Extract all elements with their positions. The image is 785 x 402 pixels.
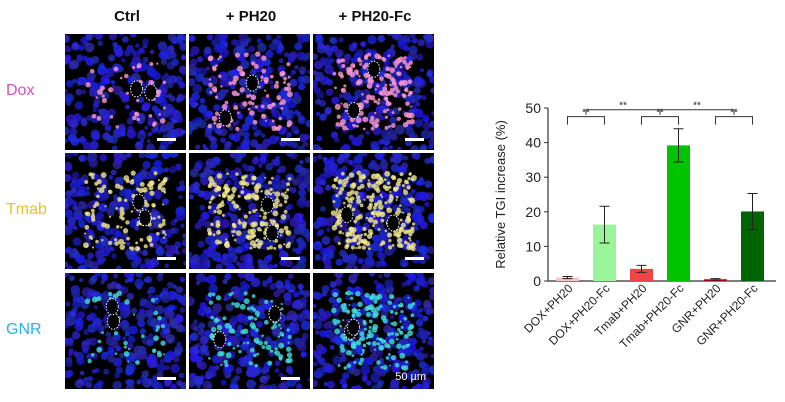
- y-tick-label: 50: [525, 100, 541, 116]
- scale-bar: [281, 257, 300, 260]
- significance-label: **: [619, 101, 627, 112]
- error-bar: [710, 278, 721, 281]
- error-bar: [673, 128, 684, 163]
- bar: [593, 224, 616, 281]
- row-label: Tmab: [6, 201, 47, 218]
- x-tick-label: Tmab+PH20-Fc: [617, 281, 687, 351]
- significance-bracket: [659, 109, 735, 115]
- scale-bar-label: 50 µm: [395, 371, 426, 383]
- micrograph: 50 µm: [313, 273, 434, 389]
- error-bar: [747, 192, 758, 230]
- bar: [741, 211, 764, 281]
- y-tick-label: 0: [533, 273, 541, 289]
- bar: [630, 268, 653, 281]
- y-tick-label: 30: [525, 169, 541, 185]
- bar: [556, 277, 579, 281]
- error-bar: [636, 264, 647, 273]
- y-tick-label: 10: [525, 238, 541, 254]
- error-bar: [599, 205, 610, 244]
- column-header: Ctrl: [114, 8, 140, 25]
- micrograph: [65, 34, 186, 150]
- significance-bracket: [567, 116, 605, 125]
- significance-bracket: [641, 116, 679, 125]
- scale-bar: [281, 138, 300, 141]
- micrograph: [313, 34, 434, 150]
- scale-bar: [281, 377, 300, 380]
- scale-bar: [157, 257, 176, 260]
- scale-bar: [157, 377, 176, 380]
- y-tick-label: 40: [525, 135, 541, 151]
- micrograph: [189, 273, 310, 389]
- scale-bar: [405, 257, 424, 260]
- row-label: GNR: [6, 321, 42, 338]
- scale-bar: [405, 138, 424, 141]
- micrograph: [65, 153, 186, 269]
- y-tick-label: 20: [525, 204, 541, 220]
- scale-bar: [157, 138, 176, 141]
- significance-label: **: [693, 101, 701, 112]
- micrograph: [189, 153, 310, 269]
- row-label: Dox: [6, 82, 35, 99]
- y-axis-label: Relative TGI increase (%): [493, 120, 508, 269]
- significance-bracket: [715, 116, 753, 125]
- column-header: + PH20-Fc: [338, 8, 412, 25]
- micrograph: [65, 273, 186, 389]
- error-bar: [562, 276, 573, 280]
- micrograph: [313, 153, 434, 269]
- micrograph: [189, 34, 310, 150]
- bar: [667, 145, 690, 281]
- column-header: + PH20: [225, 8, 277, 25]
